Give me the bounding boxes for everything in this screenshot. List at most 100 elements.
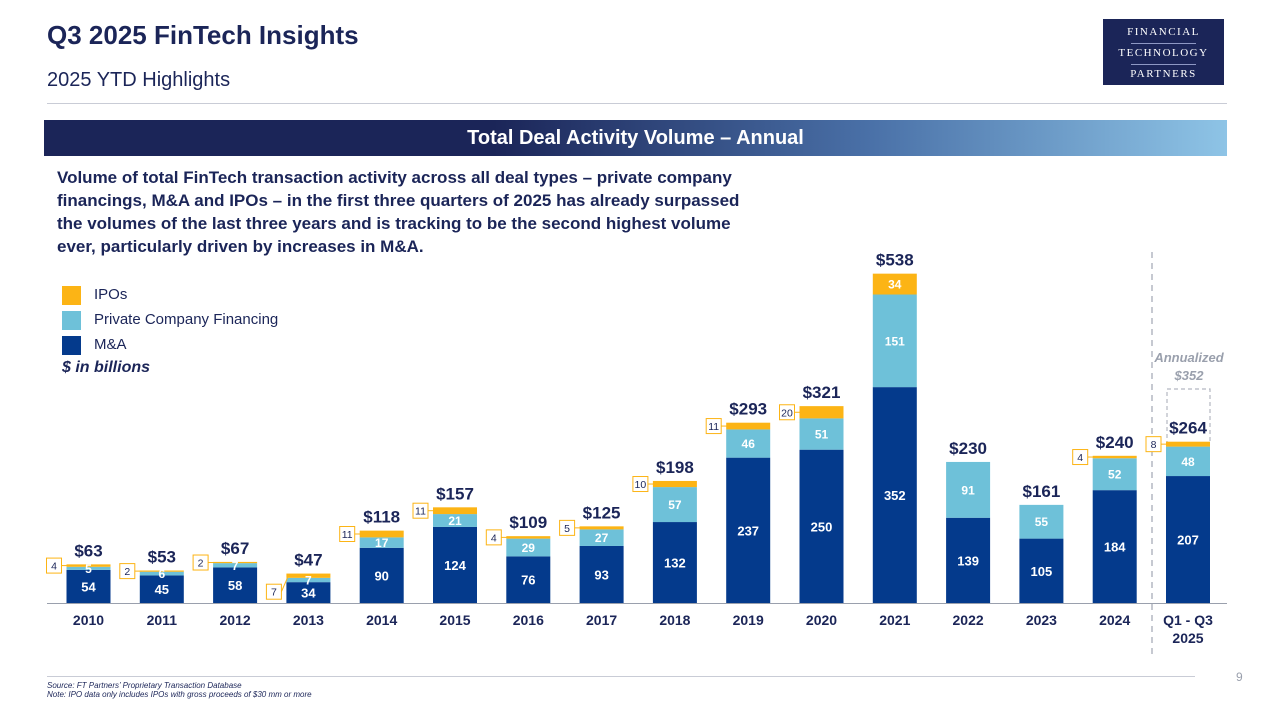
data-label-pcf-3: 7 xyxy=(305,574,312,588)
bar-ma-9 xyxy=(726,457,771,603)
bar-ma-14 xyxy=(1092,490,1137,603)
bar-private-financing-15 xyxy=(1166,446,1210,477)
bar-ma-15 xyxy=(1166,476,1210,603)
legend-label-ipos: IPOs xyxy=(94,286,128,303)
data-label-ipo-6: 4 xyxy=(491,532,497,544)
data-label-ipo-15: 8 xyxy=(1151,439,1157,451)
data-label-ma-3: 34 xyxy=(301,586,316,601)
x-tick-label-9: 2019 xyxy=(733,612,764,628)
total-label-8: $198 xyxy=(656,458,694,477)
ipo-callout-box-6 xyxy=(485,529,502,546)
bar-ipo-4 xyxy=(359,530,404,538)
data-label-ma-1: 45 xyxy=(155,582,169,597)
data-label-ipo-3: 7 xyxy=(271,587,277,599)
bar-ma-13 xyxy=(1019,538,1064,603)
data-label-ma-9: 237 xyxy=(737,523,759,538)
x-tick-label-11: 2021 xyxy=(879,612,910,628)
bar-ipo-15 xyxy=(1166,441,1210,447)
logo-line-1: FINANCIAL xyxy=(1127,26,1200,38)
x-tick-label-4: 2014 xyxy=(366,612,397,628)
data-label-pcf-12: 91 xyxy=(961,483,975,497)
ipo-callout-leader-3 xyxy=(280,575,289,592)
bar-ipo-10 xyxy=(799,406,844,419)
data-label-pcf-4: 17 xyxy=(375,536,389,550)
page-number: 9 xyxy=(1236,670,1243,684)
x-tick-label-12: 2022 xyxy=(953,612,984,628)
annualized-value: $352 xyxy=(1174,368,1204,383)
data-label-pcf-9: 46 xyxy=(742,437,756,451)
data-label-pcf-6: 29 xyxy=(522,541,536,555)
bar-ipo-8 xyxy=(652,480,697,488)
x-tick-label-3: 2013 xyxy=(293,612,324,628)
x-tick-label-8: 2018 xyxy=(659,612,690,628)
footer-divider xyxy=(47,676,1195,677)
data-label-pcf-5: 21 xyxy=(448,514,462,528)
total-label-0: $63 xyxy=(74,541,102,560)
data-label-ipo-5: 11 xyxy=(415,506,426,518)
bar-private-financing-4 xyxy=(359,537,404,548)
x-tick-label-2: 2012 xyxy=(220,612,251,628)
bar-ipo-7 xyxy=(579,526,624,530)
ipo-callout-box-14 xyxy=(1072,449,1089,466)
ipo-callout-box-15 xyxy=(1145,436,1162,453)
data-label-ma-13: 105 xyxy=(1031,564,1053,579)
data-label-ma-0: 54 xyxy=(81,579,96,594)
total-label-9: $293 xyxy=(729,400,767,419)
bar-ipo-5 xyxy=(433,507,477,515)
data-label-pcf-10: 51 xyxy=(815,428,829,442)
ipo-callout-box-7 xyxy=(559,519,576,536)
bar-ipo-14 xyxy=(1092,455,1137,459)
bar-private-financing-7 xyxy=(579,529,624,546)
bar-private-financing-8 xyxy=(652,487,697,523)
section-banner: Total Deal Activity Volume – Annual xyxy=(44,120,1227,156)
bar-private-financing-0 xyxy=(66,566,111,570)
x-tick-label-6: 2016 xyxy=(513,612,544,628)
company-logo: FINANCIAL TECHNOLOGY PARTNERS xyxy=(1103,19,1224,85)
data-label-ipo-0: 4 xyxy=(51,561,57,573)
x-tick-label-10: 2020 xyxy=(806,612,837,628)
unit-note: $ in billions xyxy=(62,359,151,376)
total-label-15: $264 xyxy=(1169,419,1207,438)
data-label-ipo-1: 2 xyxy=(124,566,130,578)
bar-ma-7 xyxy=(579,545,624,603)
x-tick-label-15-b: 2025 xyxy=(1172,630,1203,646)
bar-private-financing-12 xyxy=(946,461,991,518)
data-label-pcf-7: 27 xyxy=(595,531,609,545)
legend-swatch-ma xyxy=(62,336,81,355)
logo-line-2: TECHNOLOGY xyxy=(1118,47,1209,59)
bar-private-financing-3 xyxy=(286,577,331,583)
legend-label-private-financing: Private Company Financing xyxy=(94,311,279,328)
bar-ipo-9 xyxy=(726,422,771,430)
total-label-1: $53 xyxy=(148,547,176,566)
bar-private-financing-1 xyxy=(139,571,184,576)
bar-ma-10 xyxy=(799,449,844,603)
chart-description: Volume of total FinTech transaction acti… xyxy=(57,168,740,256)
total-label-7: $125 xyxy=(583,503,621,522)
x-tick-label-5: 2015 xyxy=(439,612,470,628)
bar-private-financing-6 xyxy=(506,538,551,557)
data-label-ipo-14: 4 xyxy=(1077,452,1083,464)
bar-ipo-1 xyxy=(139,570,184,572)
data-label-ma-6: 76 xyxy=(521,573,535,588)
total-label-5: $157 xyxy=(436,484,474,503)
header-divider xyxy=(47,103,1227,104)
bar-ipo-6 xyxy=(506,536,551,539)
bar-private-financing-10 xyxy=(799,418,844,450)
total-label-12: $230 xyxy=(949,439,987,458)
data-label-ipo-9: 11 xyxy=(708,421,719,433)
ipo-callout-box-4 xyxy=(339,526,356,543)
bar-ma-6 xyxy=(506,556,551,603)
legend-swatch-ipos xyxy=(62,286,81,305)
bar-private-financing-2 xyxy=(213,563,258,568)
data-label-pcf-15: 48 xyxy=(1181,455,1195,469)
data-label-pcf-8: 57 xyxy=(668,498,682,512)
bar-ma-5 xyxy=(433,526,477,603)
data-label-pcf-11: 151 xyxy=(885,334,905,348)
data-label-ipo-7: 5 xyxy=(564,523,570,535)
bar-ipo-11 xyxy=(872,273,917,295)
bar-ipo-2 xyxy=(213,561,258,564)
data-label-ma-2: 58 xyxy=(228,578,242,593)
bar-ma-11 xyxy=(872,387,917,603)
footer-note: Note: IPO data only includes IPOs with g… xyxy=(47,690,312,699)
